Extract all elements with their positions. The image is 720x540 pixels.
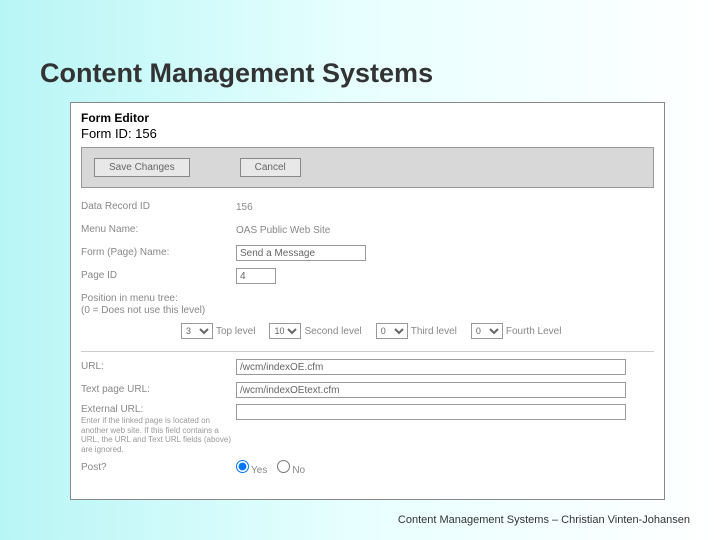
form-panel: Form Editor Form ID: 156 Save Changes Ca… — [70, 102, 665, 500]
second-level-label: Second level — [304, 326, 361, 337]
menu-level-row: 3 Top level 10 Second level 0 Third leve… — [181, 323, 654, 339]
value-data-record-id: 156 — [236, 202, 253, 213]
label-menu-name: Menu Name: — [81, 224, 236, 236]
post-no-radio[interactable] — [277, 460, 290, 473]
value-menu-name: OAS Public Web Site — [236, 225, 330, 236]
label-position-in-tree: Position in menu tree: — [81, 293, 205, 305]
save-button[interactable]: Save Changes — [94, 158, 190, 177]
post-yes-option[interactable]: Yes — [236, 460, 267, 476]
label-url: URL: — [81, 361, 236, 373]
fourth-level-label: Fourth Level — [506, 326, 562, 337]
form-id-label: Form ID: 156 — [81, 126, 654, 141]
external-url-input[interactable] — [236, 404, 626, 420]
url-input[interactable] — [236, 359, 626, 375]
label-page-id: Page ID — [81, 270, 236, 282]
top-level-select[interactable]: 3 — [181, 323, 213, 339]
label-text-url: Text page URL: — [81, 384, 236, 396]
post-radio-group: Yes No — [236, 460, 305, 476]
fourth-level-select[interactable]: 0 — [471, 323, 503, 339]
post-yes-label: Yes — [251, 465, 267, 476]
form-page-name-input[interactable] — [236, 245, 366, 261]
label-data-record-id: Data Record ID — [81, 201, 236, 213]
slide-title: Content Management Systems — [40, 58, 433, 89]
page-id-input[interactable] — [236, 268, 276, 284]
form-editor-header: Form Editor — [81, 111, 654, 125]
label-external-url: External URL: — [81, 404, 236, 416]
cancel-button[interactable]: Cancel — [240, 158, 301, 177]
top-level-label: Top level — [216, 326, 255, 337]
second-level-select[interactable]: 10 — [269, 323, 301, 339]
post-yes-radio[interactable] — [236, 460, 249, 473]
third-level-select[interactable]: 0 — [376, 323, 408, 339]
button-bar: Save Changes Cancel — [81, 147, 654, 188]
label-post: Post? — [81, 462, 236, 474]
slide-footer: Content Management Systems – Christian V… — [398, 514, 690, 526]
text-url-input[interactable] — [236, 382, 626, 398]
third-level-label: Third level — [411, 326, 457, 337]
external-url-note: Enter if the linked page is located on a… — [81, 416, 231, 454]
post-no-label: No — [292, 465, 305, 476]
post-no-option[interactable]: No — [277, 460, 305, 476]
label-form-page-name: Form (Page) Name: — [81, 247, 236, 259]
label-position-note: (0 = Does not use this level) — [81, 305, 205, 317]
